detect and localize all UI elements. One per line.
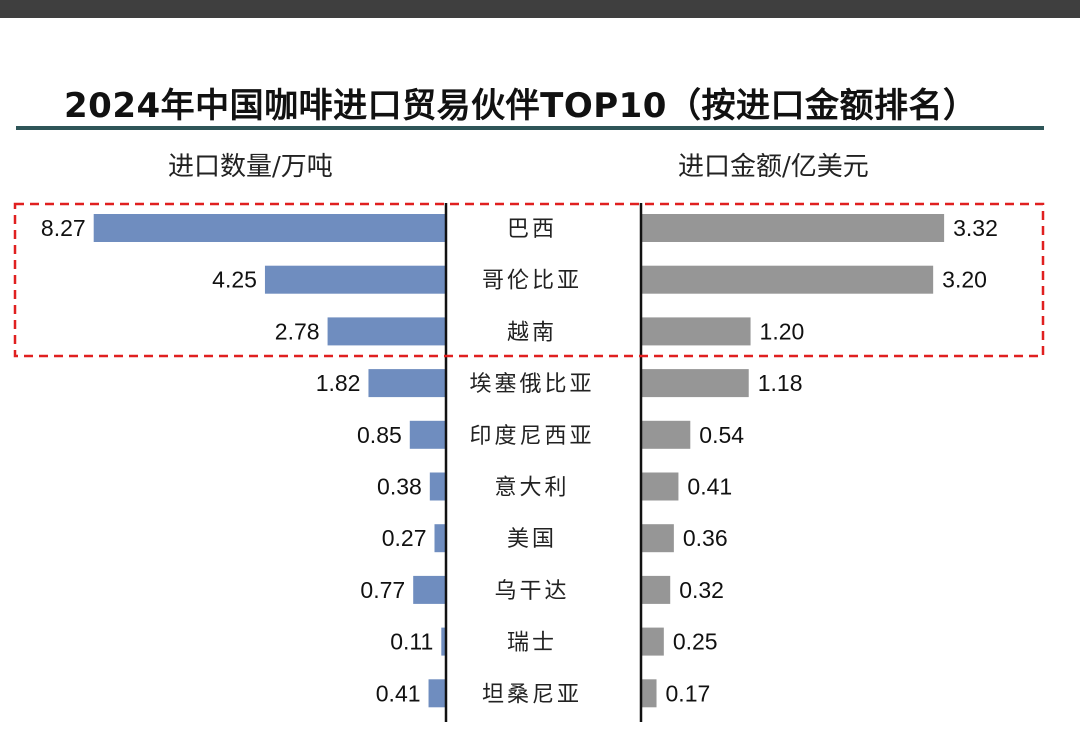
category-label: 越南 bbox=[507, 320, 557, 345]
amount-label: 0.54 bbox=[699, 422, 744, 448]
quantity-bar bbox=[441, 627, 446, 656]
category-label: 坦桑尼亚 bbox=[482, 682, 582, 707]
amount-bar bbox=[641, 575, 671, 604]
amount-label: 3.20 bbox=[942, 267, 987, 293]
quantity-bar bbox=[93, 214, 446, 242]
quantity-bar bbox=[264, 265, 446, 294]
amount-bar bbox=[641, 679, 657, 708]
amount-label: 0.17 bbox=[666, 680, 711, 706]
quantity-label: 0.85 bbox=[357, 422, 402, 448]
amount-bar bbox=[641, 317, 751, 346]
quantity-label: 0.27 bbox=[382, 525, 427, 551]
amount-label: 0.32 bbox=[679, 577, 724, 603]
category-label: 印度尼西亚 bbox=[469, 424, 594, 449]
quantity-bar bbox=[434, 524, 446, 553]
quantity-bar bbox=[428, 679, 446, 708]
quantity-bar bbox=[327, 317, 446, 346]
amount-label: 0.36 bbox=[683, 525, 728, 551]
quantity-label: 0.41 bbox=[376, 680, 421, 706]
category-label: 意大利 bbox=[494, 476, 569, 501]
chart-title: 2024年中国咖啡进口贸易伙伴TOP10（按进口金额排名） bbox=[64, 86, 978, 126]
right-axis-label: 进口金额/亿美元 bbox=[678, 152, 869, 182]
quantity-bar bbox=[413, 575, 446, 604]
category-label: 美国 bbox=[507, 527, 557, 552]
amount-bar bbox=[641, 627, 664, 656]
category-label: 巴西 bbox=[507, 217, 557, 242]
quantity-bar bbox=[368, 369, 446, 398]
amount-label: 0.25 bbox=[673, 629, 718, 655]
quantity-label: 4.25 bbox=[212, 267, 257, 293]
category-label: 埃塞俄比亚 bbox=[469, 372, 594, 397]
amount-bar bbox=[641, 524, 674, 553]
quantity-label: 0.77 bbox=[360, 577, 405, 603]
title-rule bbox=[16, 126, 1044, 130]
quantity-label: 2.78 bbox=[275, 318, 320, 344]
amount-bar bbox=[641, 214, 945, 242]
top3-highlight-box bbox=[13, 202, 1045, 358]
quantity-bar bbox=[409, 420, 446, 449]
category-label: 乌干达 bbox=[494, 579, 569, 604]
amount-label: 0.41 bbox=[687, 474, 732, 500]
quantity-label: 0.38 bbox=[377, 474, 422, 500]
left-axis-label: 进口数量/万吨 bbox=[168, 152, 333, 182]
quantity-label: 0.11 bbox=[390, 629, 433, 655]
quantity-label: 1.82 bbox=[316, 370, 361, 396]
amount-label: 1.20 bbox=[760, 318, 805, 344]
category-label: 哥伦比亚 bbox=[482, 269, 582, 294]
quantity-label: 8.27 bbox=[41, 215, 86, 241]
quantity-bar bbox=[429, 472, 446, 501]
category-label: 瑞士 bbox=[507, 631, 557, 656]
amount-bar bbox=[641, 420, 691, 449]
amount-label: 1.18 bbox=[758, 370, 803, 396]
amount-bar bbox=[641, 265, 934, 294]
amount-bar bbox=[641, 369, 749, 398]
amount-label: 3.32 bbox=[953, 215, 998, 241]
top-bar bbox=[0, 0, 1080, 18]
amount-bar bbox=[641, 472, 679, 501]
